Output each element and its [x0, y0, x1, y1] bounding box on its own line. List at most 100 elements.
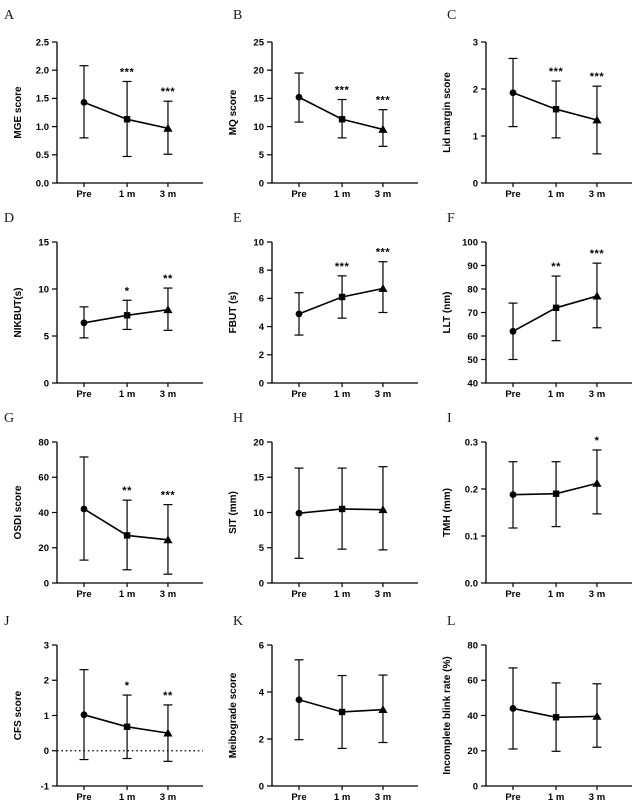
triangle-marker [592, 478, 602, 487]
x-axis: Pre 1 m 3 m [505, 383, 605, 400]
significance-label: *** [376, 95, 391, 107]
y-axis: 0.0 0.1 0.2 0.3 [465, 437, 486, 589]
panel-letter-C: C [447, 8, 457, 23]
panel-letter-J: J [4, 614, 10, 629]
square-marker [338, 116, 346, 123]
x-tick-label: 3 m [375, 389, 391, 400]
y-tick-label: 0 [259, 378, 264, 389]
x-tick-label: Pre [505, 792, 520, 803]
circle-marker [295, 310, 303, 318]
error-bars [294, 659, 388, 749]
y-tick-label: 70 [467, 308, 478, 319]
significance-labels: *** *** [335, 85, 390, 107]
y-tick-label: 60 [467, 331, 478, 342]
y-tick-label: 3 [44, 640, 49, 651]
data-markers [295, 696, 388, 716]
chart-L: 0 20 40 60 80 Pre 1 m 3 m Incomplete blink rate … [442, 640, 632, 803]
panel-A: A 0.0 0.5 1.0 1.5 2.0 2.5 Pre 1 m 3 m MGE score **… [0, 0, 215, 200]
x-tick-label: Pre [291, 792, 306, 803]
significance-label: *** [549, 66, 564, 78]
panel-letter-A: A [4, 8, 15, 23]
y-axis: 0 5 10 15 20 [253, 437, 272, 589]
y-tick-label: 10 [253, 122, 264, 133]
square-marker [123, 723, 131, 730]
x-tick-label: Pre [505, 589, 520, 600]
panel-I: I 0.0 0.1 0.2 0.3 Pre 1 m 3 m TMH (mm) * [429, 400, 643, 603]
x-axis: Pre 1 m 3 m [291, 583, 391, 600]
data-markers [509, 291, 602, 335]
circle-marker [509, 705, 517, 712]
x-tick-label: 1 m [548, 189, 564, 200]
data-markers [509, 478, 602, 499]
y-tick-label: -1 [41, 781, 50, 792]
y-tick-label: 15 [38, 237, 49, 248]
series-line [298, 96, 384, 131]
y-tick-label: 20 [467, 746, 478, 757]
x-axis: Pre 1 m 3 m [505, 583, 605, 600]
y-tick-label: 60 [467, 676, 478, 687]
x-tick-label: 1 m [119, 389, 135, 400]
axes [271, 442, 418, 584]
y-tick-label: 15 [253, 94, 264, 105]
panel-letter-G: G [4, 411, 15, 426]
significance-label: *** [335, 85, 350, 97]
significance-labels: ***** [122, 485, 175, 501]
x-tick-label: 3 m [589, 589, 605, 600]
x-tick-label: 1 m [119, 792, 135, 803]
data-markers [80, 305, 173, 327]
y-tick-label: 10 [38, 284, 49, 295]
y-axis: 0.0 0.5 1.0 1.5 2.0 2.5 [36, 37, 57, 189]
x-tick-label: Pre [76, 189, 91, 200]
axes [271, 42, 418, 184]
y-tick-label: 80 [38, 437, 49, 448]
y-axis-title: SIT (mm) [228, 491, 239, 534]
x-tick-label: Pre [76, 792, 91, 803]
circle-marker [295, 93, 303, 101]
circle-marker [509, 327, 517, 335]
circle-marker [80, 98, 88, 106]
x-tick-label: 3 m [160, 792, 176, 803]
significance-label: * [595, 435, 600, 447]
panel-letter-F: F [447, 211, 455, 226]
y-axis: 0 2 4 6 8 10 [253, 237, 272, 389]
axes [271, 242, 418, 384]
y-tick-label: 2.5 [36, 37, 50, 48]
x-tick-label: 3 m [589, 189, 605, 200]
x-tick-label: 3 m [589, 792, 605, 803]
data-markers [509, 705, 602, 721]
y-axis-title: Lid margin score [442, 72, 453, 153]
data-markers [80, 711, 173, 737]
square-marker [123, 116, 131, 123]
y-tick-label: 0.2 [465, 484, 478, 495]
y-tick-label: 4 [259, 687, 265, 698]
x-axis: Pre 1 m 3 m [291, 183, 391, 200]
y-tick-label: 0 [259, 578, 264, 589]
y-tick-label: 1 [473, 131, 479, 142]
triangle-marker [378, 705, 388, 714]
axes [56, 442, 203, 584]
data-markers [295, 505, 388, 517]
y-axis: 0 5 10 15 [38, 237, 57, 389]
y-tick-label: 0.0 [36, 178, 49, 189]
x-tick-label: Pre [76, 389, 91, 400]
square-marker [552, 714, 560, 721]
significance-label: ** [122, 485, 132, 497]
significance-labels: *** *** [549, 66, 604, 83]
circle-marker [509, 89, 517, 97]
x-axis: Pre 1 m 3 m [76, 183, 176, 200]
square-marker [338, 505, 346, 513]
square-marker [552, 490, 560, 497]
square-marker [552, 304, 560, 311]
panel-E: E 0 2 4 6 8 10 Pre 1 m 3 m FBUT (s) *** *** [215, 200, 429, 400]
significance-labels: ***** [551, 248, 604, 273]
triangle-marker [378, 505, 388, 514]
y-axis: 0 20 40 60 80 [467, 640, 486, 792]
y-tick-label: 3 [473, 37, 478, 48]
y-tick-label: 0.3 [465, 437, 478, 448]
triangle-marker [378, 284, 388, 292]
